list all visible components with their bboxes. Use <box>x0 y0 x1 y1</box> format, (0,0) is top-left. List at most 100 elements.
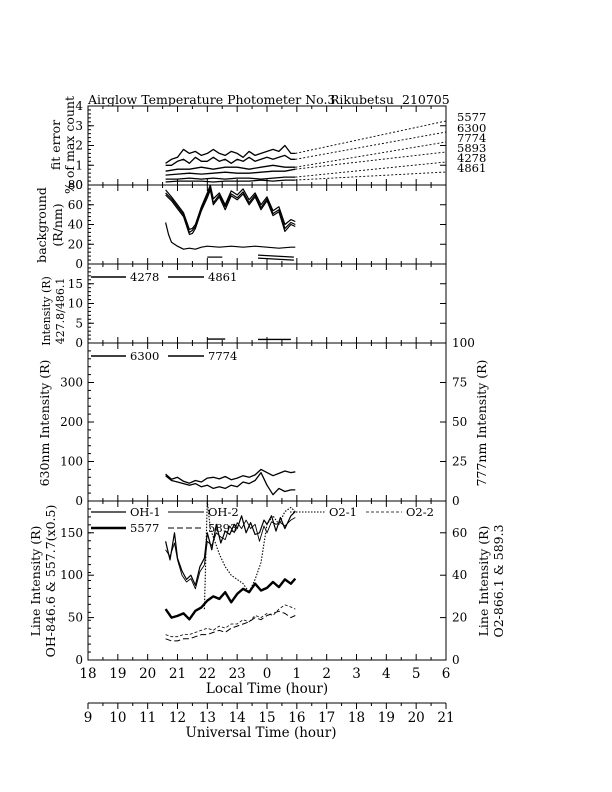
local-time-tick-label: 6 <box>442 666 451 682</box>
ut-tick-label: 15 <box>258 710 275 726</box>
y-tick-label: 300 <box>60 376 83 390</box>
blue-ylabel-2: 427.8/486.1 <box>54 278 67 345</box>
background-ylabel-2: (R/nm) <box>50 203 65 246</box>
ut-tick-label: 19 <box>378 710 395 726</box>
series-line_intensity-o2-1 <box>203 500 296 610</box>
legend-label-4278: 4278 <box>130 270 159 284</box>
series-fit_error-4861 <box>165 179 296 183</box>
ut-tick-label: 16 <box>288 710 305 726</box>
red-line-intensity-panel <box>87 342 447 502</box>
right-y-tick-label: 0 <box>452 494 460 508</box>
y-tick-label: 40 <box>68 218 83 232</box>
series-fit_error-5577 <box>165 144 296 164</box>
series-fit_error-5893 <box>165 168 296 176</box>
series-background-bg-c <box>165 189 296 235</box>
y-tick-label: 0 <box>75 257 83 271</box>
y-tick-label: 100 <box>60 455 83 469</box>
series-fit_error-4278 <box>165 176 296 180</box>
y-tick-label: 3 <box>75 119 83 133</box>
local-time-tick-label: 1 <box>293 666 302 682</box>
callout-leader-5893 <box>295 151 447 170</box>
legend-label-OH-1: OH-1 <box>130 505 161 519</box>
y-tick-label: 20 <box>68 237 83 251</box>
y-tick-label: 0 <box>75 178 83 192</box>
ut-tick-label: 20 <box>408 710 425 726</box>
line-ylabel-right-1: Line Intensity (R) <box>476 526 491 637</box>
legend-label-7774: 7774 <box>208 349 237 363</box>
legend-label-5893: 5893 <box>208 521 237 535</box>
ut-tick-label: 14 <box>229 710 246 726</box>
series-background-bg-d <box>165 222 296 250</box>
legend-label-5577: 5577 <box>130 521 159 535</box>
legend-label-4861: 4861 <box>208 270 237 284</box>
callout-leader-4861 <box>295 171 447 181</box>
local-time-tick-label: 0 <box>263 666 272 682</box>
y-tick-label: 60 <box>68 198 83 212</box>
series-line_intensity-5577 <box>164 577 297 621</box>
legend-label-O2-2: O2-2 <box>406 505 434 519</box>
y-tick-label: 100 <box>60 568 83 582</box>
y-tick-label: 5 <box>75 316 83 330</box>
ut-tick-label: 9 <box>84 710 93 726</box>
line-ylabel-right-2: O2-866.1 & 589.3 <box>491 524 506 637</box>
legend-label-OH-2: OH-2 <box>208 505 239 519</box>
right-y-tick-label: 20 <box>452 611 467 625</box>
ut-axis-label: Universal Time (hour) <box>186 725 337 741</box>
fit-error-ylabel-2: % of max count <box>62 96 77 194</box>
ut-tick-label: 12 <box>169 710 186 726</box>
line-ylabel-left-2: OH-846.6 & 557.7(x0.5) <box>43 505 58 658</box>
series-line_intensity-oh-1 <box>165 511 296 587</box>
callout-label-4861: 4861 <box>457 161 486 175</box>
local-time-axis-label: Local Time (hour) <box>206 681 328 697</box>
y-tick-label: 10 <box>68 297 83 311</box>
ut-tick-label: 17 <box>318 710 335 726</box>
y-tick-label: 15 <box>68 277 83 291</box>
series-background-bg-f <box>257 254 294 258</box>
ut-tick-label: 11 <box>139 710 156 726</box>
callout-leader-6300 <box>295 131 447 160</box>
series-background-bg-b <box>165 187 296 233</box>
right-y-tick-label: 0 <box>452 653 460 667</box>
y-tick-label: 200 <box>60 415 83 429</box>
local-time-tick-label: 3 <box>352 666 361 682</box>
fit-error-ylabel-1: fit error <box>48 120 63 170</box>
chart-title: Airglow Temperature Photometer No.3 <box>87 92 335 107</box>
callout-label-5893: 5893 <box>457 141 486 155</box>
right-y-tick-label: 60 <box>452 526 467 540</box>
series-fit_error-7774 <box>165 164 296 172</box>
series-red_lines-6300 <box>165 468 296 484</box>
y-tick-label: 4 <box>75 99 83 113</box>
callout-label-7774: 7774 <box>457 131 486 145</box>
local-time-tick-label: 4 <box>382 666 391 682</box>
local-time-tick-label: 2 <box>322 666 331 682</box>
series-red_lines-7774 <box>165 471 296 496</box>
ut-tick-label: 13 <box>199 710 216 726</box>
callout-label-4278: 4278 <box>457 151 486 165</box>
local-time-tick-label: 5 <box>412 666 421 682</box>
local-time-tick-label: 18 <box>79 666 96 682</box>
series-background-bg-a <box>165 184 296 230</box>
ut-tick-label: 18 <box>348 710 365 726</box>
right-y-tick-label: 100 <box>452 336 475 350</box>
local-time-tick-label: 21 <box>169 666 186 682</box>
callout-label-6300: 6300 <box>457 121 486 135</box>
y-tick-label: 2 <box>75 139 83 153</box>
background-ylabel-1: background <box>34 187 49 263</box>
observation-date: 210705 <box>402 92 450 107</box>
local-time-tick-label: 23 <box>229 666 246 682</box>
series-line_intensity-o2-2 <box>165 604 296 638</box>
right-y-tick-label: 50 <box>452 415 467 429</box>
series-line_intensity-5893 <box>165 610 296 642</box>
y-tick-label: 0 <box>75 336 83 350</box>
fit-error-panel <box>87 105 447 186</box>
callout-leader-7774 <box>295 141 447 168</box>
y-tick-label: 80 <box>68 178 83 192</box>
callout-leader-4278 <box>295 161 447 178</box>
red-ylabel-left: 630nm Intensity (R) <box>37 360 52 487</box>
right-y-tick-label: 75 <box>452 376 467 390</box>
right-y-tick-label: 25 <box>452 455 467 469</box>
line-ylabel-left-1: Line Intensity (R) <box>28 526 43 637</box>
local-time-tick-label: 22 <box>199 666 216 682</box>
